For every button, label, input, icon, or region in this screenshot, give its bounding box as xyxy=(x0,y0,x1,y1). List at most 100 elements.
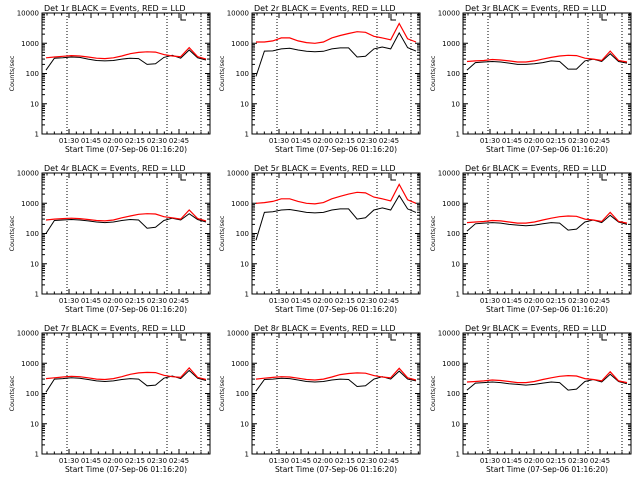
x-tick-label: 02:15 xyxy=(125,457,145,465)
x-axis-label: Start Time (07-Sep-06 01:16:20) xyxy=(486,305,608,314)
x-tick-label: 01:30 xyxy=(269,297,289,305)
y-tick-label: 10000 xyxy=(438,330,460,338)
panel-det-7: Det 7r BLACK = Events, RED = LLD 1 10 100 10… xyxy=(8,324,211,474)
y-tick-label: 100 xyxy=(236,390,249,398)
series-lld-line xyxy=(466,50,628,63)
x-tick-label: 01:30 xyxy=(269,137,289,145)
panel-det-1: Det 1r BLACK = Events, RED = LLD 1 10 100 10… xyxy=(8,4,211,154)
x-tick-label: 02:45 xyxy=(590,457,610,465)
x-tick-label: 02:45 xyxy=(379,457,399,465)
x-tick-label: 02:45 xyxy=(169,297,189,305)
x-tick-label: 02:30 xyxy=(568,297,588,305)
series-lld-line xyxy=(255,183,417,205)
y-axis-label: Counts/sec xyxy=(8,55,16,91)
x-tick-label: 02:30 xyxy=(357,457,377,465)
series-lld-line xyxy=(45,46,207,60)
x-tick-label: 01:45 xyxy=(81,297,101,305)
y-axis-label: Counts/sec xyxy=(8,375,16,411)
x-tick-label: 02:30 xyxy=(147,297,167,305)
x-tick-label: 02:15 xyxy=(335,457,355,465)
top-marker xyxy=(180,174,186,181)
x-tick-label: 02:45 xyxy=(590,297,610,305)
y-tick-label: 10 xyxy=(451,420,460,428)
x-tick-label: 02:45 xyxy=(590,137,610,145)
series-lld-line xyxy=(466,211,628,224)
x-axis-label: Start Time (07-Sep-06 01:16:20) xyxy=(275,465,397,474)
panel-det-2: Det 2r BLACK = Events, RED = LLD 1 10 100 10… xyxy=(218,4,421,154)
y-tick-label: 100 xyxy=(447,390,460,398)
x-tick-label: 02:15 xyxy=(546,457,566,465)
x-tick-label: 02:30 xyxy=(147,457,167,465)
x-tick-label: 01:45 xyxy=(81,137,101,145)
y-tick-label: 100 xyxy=(26,390,39,398)
x-axis-label: Start Time (07-Sep-06 01:16:20) xyxy=(275,305,397,314)
y-tick-label: 1 xyxy=(245,131,249,139)
series-events-line xyxy=(255,194,417,241)
y-tick-label: 1000 xyxy=(442,200,460,208)
y-tick-label: 10 xyxy=(240,420,249,428)
x-tick-label: 02:45 xyxy=(379,297,399,305)
panel-title: Det 1r BLACK = Events, RED = LLD xyxy=(44,4,186,13)
x-tick-label: 02:15 xyxy=(125,137,145,145)
panel-det-3: Det 3r BLACK = Events, RED = LLD 1 10 100 10… xyxy=(429,4,632,154)
y-tick-label: 10000 xyxy=(438,170,460,178)
x-tick-label: 01:45 xyxy=(291,457,311,465)
y-tick-label: 10000 xyxy=(227,10,249,18)
x-tick-label: 01:45 xyxy=(291,297,311,305)
series-events-line xyxy=(255,31,417,77)
y-tick-label: 10000 xyxy=(17,330,39,338)
x-tick-label: 02:00 xyxy=(313,137,333,145)
y-tick-label: 1 xyxy=(456,451,460,459)
panel-det-5: Det 5r BLACK = Events, RED = LLD 1 10 100 10… xyxy=(218,164,421,314)
y-tick-label: 1 xyxy=(456,131,460,139)
panel-title: Det 8r BLACK = Events, RED = LLD xyxy=(254,324,396,333)
y-tick-label: 1000 xyxy=(21,360,39,368)
x-tick-label: 02:00 xyxy=(103,137,123,145)
top-marker xyxy=(180,334,186,341)
y-tick-label: 10000 xyxy=(438,10,460,18)
x-tick-label: 01:30 xyxy=(59,137,79,145)
y-tick-label: 1000 xyxy=(231,200,249,208)
x-tick-label: 02:30 xyxy=(568,137,588,145)
x-tick-label: 01:30 xyxy=(59,297,79,305)
x-tick-label: 02:30 xyxy=(568,457,588,465)
x-tick-label: 02:00 xyxy=(524,137,544,145)
y-tick-label: 1000 xyxy=(442,40,460,48)
x-tick-label: 02:00 xyxy=(524,457,544,465)
x-tick-label: 02:15 xyxy=(546,297,566,305)
x-tick-label: 02:30 xyxy=(357,137,377,145)
y-axis-label: Counts/sec xyxy=(429,55,437,91)
x-tick-label: 01:30 xyxy=(269,457,289,465)
top-marker xyxy=(601,174,607,181)
panel-det-4: Det 4r BLACK = Events, RED = LLD 1 10 100 10… xyxy=(8,164,211,314)
y-tick-label: 10 xyxy=(451,100,460,108)
series-lld-line xyxy=(466,370,628,384)
y-tick-label: 1000 xyxy=(21,40,39,48)
series-events-line xyxy=(466,214,628,232)
x-tick-label: 02:00 xyxy=(103,297,123,305)
y-tick-label: 1 xyxy=(35,291,39,299)
x-tick-label: 02:15 xyxy=(546,137,566,145)
series-lld-line xyxy=(45,209,207,222)
y-tick-label: 10 xyxy=(451,260,460,268)
y-tick-label: 10000 xyxy=(227,330,249,338)
top-marker xyxy=(390,334,396,341)
y-tick-label: 100 xyxy=(447,230,460,238)
series-lld-line xyxy=(256,22,417,44)
y-tick-label: 1000 xyxy=(442,360,460,368)
y-axis-label: Counts/sec xyxy=(429,215,437,251)
series-lld-line xyxy=(45,366,207,381)
x-tick-label: 01:30 xyxy=(480,137,500,145)
series-events-line xyxy=(466,53,628,71)
x-tick-label: 01:45 xyxy=(81,457,101,465)
panel-title: Det 5r BLACK = Events, RED = LLD xyxy=(254,164,396,173)
x-tick-label: 02:15 xyxy=(335,137,355,145)
x-tick-label: 01:30 xyxy=(480,297,500,305)
series-events-line xyxy=(255,370,417,392)
x-tick-label: 02:45 xyxy=(169,137,189,145)
y-tick-label: 100 xyxy=(236,70,249,78)
x-tick-label: 02:45 xyxy=(379,137,399,145)
x-tick-label: 01:45 xyxy=(502,457,522,465)
top-marker xyxy=(390,174,396,181)
